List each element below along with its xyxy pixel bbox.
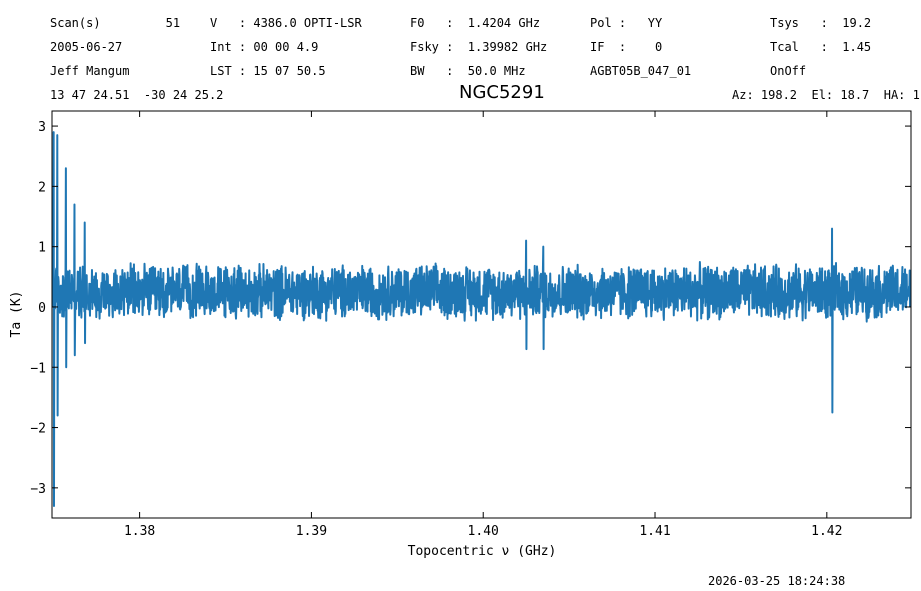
tcal-label: Tcal : 1.45 bbox=[770, 40, 872, 54]
project-label: AGBT05B_047_01 bbox=[590, 64, 692, 78]
x-axis-label: Topocentric ν (GHz) bbox=[408, 544, 557, 559]
y-tick-label: −1 bbox=[30, 361, 46, 376]
rest-frequency-label: F0 : 1.4204 GHz bbox=[410, 16, 541, 30]
source-title: NGC5291 bbox=[459, 82, 545, 103]
x-tick-label: 1.42 bbox=[811, 524, 842, 539]
y-tick-label: −2 bbox=[30, 422, 46, 437]
procedure-label: OnOff bbox=[770, 64, 807, 78]
y-tick-label: 2 bbox=[38, 180, 46, 195]
spectrum-series bbox=[52, 131, 911, 507]
integration-label: Int : 00 00 4.9 bbox=[210, 40, 319, 54]
x-tick-label: 1.40 bbox=[468, 524, 499, 539]
azel-label: Az: 198.2 El: 18.7 HA: 1.36 bbox=[732, 88, 921, 102]
bandwidth-label: BW : 50.0 MHz bbox=[410, 64, 526, 78]
coordinates-label: 13 47 24.51 -30 24 25.2 bbox=[50, 88, 224, 102]
y-tick-label: 1 bbox=[38, 241, 46, 256]
x-axis: 1.38 1.39 1.40 1.41 1.42 bbox=[124, 111, 842, 539]
tsys-label: Tsys : 19.2 bbox=[770, 16, 872, 30]
sky-frequency-label: Fsky : 1.39982 GHz bbox=[410, 40, 548, 54]
scan-label: Scan(s) 51 bbox=[50, 16, 181, 30]
if-label: IF : 0 bbox=[590, 40, 663, 54]
timestamp-label: 2026-03-25 18:24:38 bbox=[708, 574, 846, 588]
y-axis-label: Ta (K) bbox=[9, 291, 24, 338]
x-tick-label: 1.41 bbox=[639, 524, 670, 539]
lst-label: LST : 15 07 50.5 bbox=[210, 64, 326, 78]
y-axis: −3 −2 −1 0 1 2 3 bbox=[30, 120, 911, 497]
y-tick-label: 0 bbox=[38, 301, 46, 316]
polarization-label: Pol : YY bbox=[590, 16, 663, 30]
x-tick-label: 1.39 bbox=[296, 524, 327, 539]
observer-label: Jeff Mangum bbox=[50, 64, 130, 78]
y-tick-label: −3 bbox=[30, 482, 46, 497]
x-tick-label: 1.38 bbox=[124, 524, 155, 539]
velocity-label: V : 4386.0 OPTI-LSR bbox=[210, 16, 362, 30]
date-label: 2005-06-27 bbox=[50, 40, 123, 54]
y-tick-label: 3 bbox=[38, 120, 46, 135]
plot-frame bbox=[51, 110, 912, 519]
spectrum-line bbox=[52, 131, 911, 507]
